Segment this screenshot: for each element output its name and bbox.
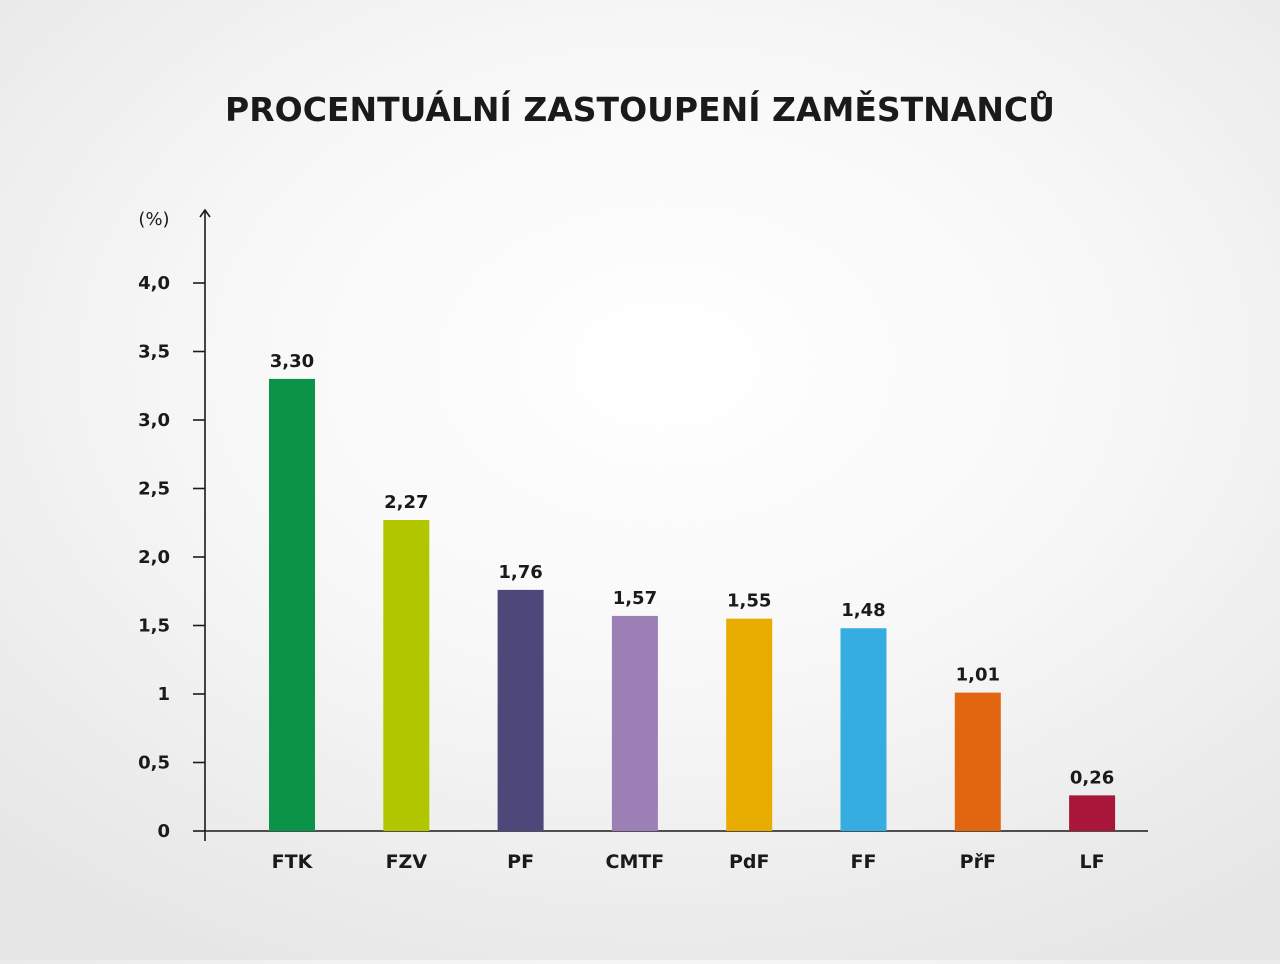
axes: [199, 208, 1148, 841]
x-category-label: CMTF: [606, 851, 665, 873]
bar: [726, 618, 773, 831]
bar: [954, 692, 1001, 831]
x-axis-labels: FTK FZV PF CMTF PdF FF PřF LF: [272, 851, 1105, 873]
bar-value-label: 1,76: [498, 562, 542, 583]
y-tick-label: 1: [157, 684, 170, 705]
bar-value-label: 1,48: [841, 600, 885, 621]
x-category-label: FF: [851, 851, 877, 873]
bar: [1069, 795, 1116, 831]
bar-value-label: 1,01: [956, 665, 1000, 686]
y-tick-label: 4,0: [138, 273, 170, 294]
bar-value-label: 2,27: [384, 492, 428, 513]
y-tick-label: 0: [157, 821, 170, 842]
y-axis-arrow: [199, 208, 211, 218]
bar: [497, 589, 544, 831]
x-category-label: PřF: [960, 851, 996, 873]
x-category-label: LF: [1080, 851, 1105, 873]
x-category-label: PF: [507, 851, 534, 873]
bar-value-label: 1,55: [727, 591, 771, 612]
bars: 3,30 2,27 1,76 1,57 1,55 1,48 1,01 0,26: [269, 351, 1116, 831]
chart-title: PROCENTUÁLNÍ ZASTOUPENÍ ZAMĚSTNANCŮ: [225, 89, 1055, 129]
bar-value-label: 1,57: [613, 588, 657, 609]
y-tick-label: 3,0: [138, 410, 170, 431]
bar: [383, 520, 430, 831]
bar: [269, 378, 315, 831]
x-category-label: FZV: [386, 851, 428, 873]
y-tick-label: 3,5: [138, 342, 170, 363]
bar: [611, 615, 658, 831]
y-axis-unit-label: (%): [138, 209, 169, 230]
bar-value-label: 0,26: [1070, 767, 1114, 788]
y-tick-label: 0,5: [138, 753, 170, 774]
y-tick-label: 2,5: [138, 479, 170, 500]
y-axis-ticks: 0 0,5 1 1,5 2,0 2,5 3,0 3,5 4,0: [138, 273, 205, 842]
x-category-label: PdF: [729, 851, 770, 873]
y-tick-label: 1,5: [138, 616, 170, 637]
x-category-label: FTK: [272, 851, 314, 873]
y-tick-label: 2,0: [138, 547, 170, 568]
bar: [840, 628, 887, 831]
bar-value-label: 3,30: [270, 351, 314, 372]
